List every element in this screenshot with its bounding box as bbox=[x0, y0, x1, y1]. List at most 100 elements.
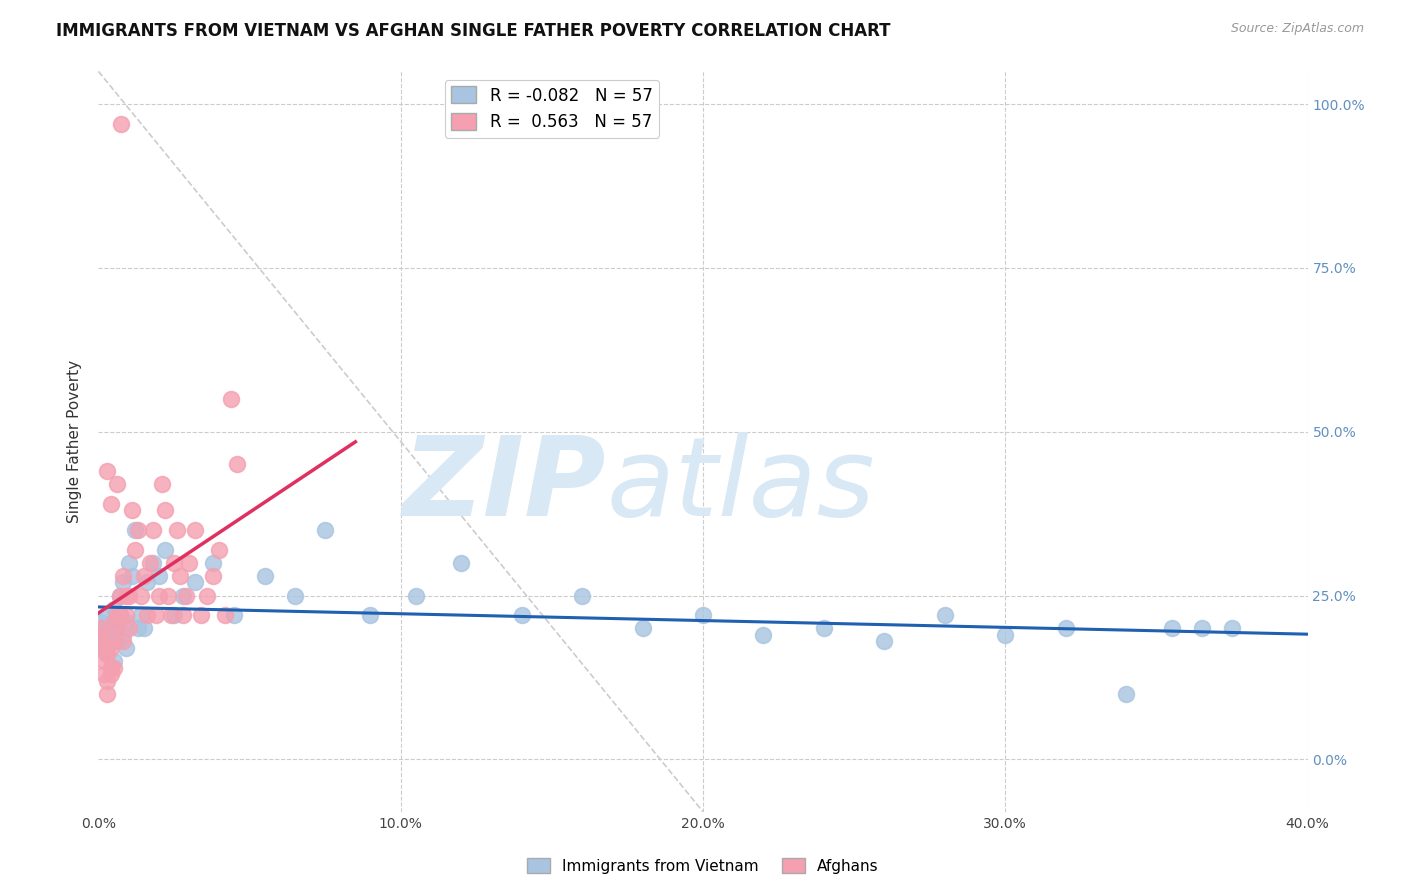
Point bbox=[114, 589, 136, 603]
Point bbox=[103, 654, 125, 668]
Point bbox=[96, 464, 118, 478]
Point bbox=[172, 608, 194, 623]
Point bbox=[100, 497, 122, 511]
Point bbox=[127, 621, 149, 635]
Point bbox=[160, 608, 183, 623]
Point bbox=[163, 556, 186, 570]
Point bbox=[179, 556, 201, 570]
Point bbox=[93, 640, 115, 655]
Point bbox=[93, 667, 115, 681]
Point bbox=[124, 523, 146, 537]
Point bbox=[934, 608, 956, 623]
Point bbox=[93, 621, 115, 635]
Point bbox=[156, 589, 179, 603]
Point bbox=[1191, 621, 1213, 635]
Point bbox=[108, 608, 131, 623]
Point bbox=[96, 648, 118, 662]
Point bbox=[105, 621, 128, 635]
Point bbox=[105, 621, 128, 635]
Point bbox=[118, 589, 141, 603]
Point bbox=[813, 621, 835, 635]
Point bbox=[103, 660, 125, 674]
Point bbox=[450, 556, 472, 570]
Point bbox=[103, 628, 125, 642]
Point bbox=[142, 523, 165, 537]
Point bbox=[284, 589, 307, 603]
Point bbox=[226, 458, 249, 472]
Point bbox=[202, 556, 225, 570]
Point bbox=[100, 640, 122, 655]
Point bbox=[96, 608, 118, 623]
Point bbox=[214, 608, 236, 623]
Point bbox=[148, 589, 170, 603]
Point bbox=[100, 621, 122, 635]
Point bbox=[100, 660, 122, 674]
Point bbox=[163, 608, 186, 623]
Point bbox=[221, 392, 243, 406]
Point bbox=[90, 634, 112, 648]
Point bbox=[100, 667, 122, 681]
Legend: R = -0.082   N = 57, R =  0.563   N = 57: R = -0.082 N = 57, R = 0.563 N = 57 bbox=[444, 79, 659, 137]
Point bbox=[172, 589, 194, 603]
Point bbox=[118, 556, 141, 570]
Point bbox=[108, 589, 131, 603]
Point bbox=[314, 523, 336, 537]
Point bbox=[994, 628, 1017, 642]
Point bbox=[111, 628, 134, 642]
Point bbox=[360, 608, 382, 623]
Point bbox=[139, 556, 162, 570]
Point bbox=[195, 589, 218, 603]
Point bbox=[208, 542, 231, 557]
Point bbox=[111, 634, 134, 648]
Point bbox=[96, 628, 118, 642]
Point bbox=[90, 628, 112, 642]
Point bbox=[752, 628, 775, 642]
Point bbox=[184, 523, 207, 537]
Point bbox=[166, 523, 188, 537]
Point bbox=[111, 575, 134, 590]
Point bbox=[114, 640, 136, 655]
Point bbox=[114, 608, 136, 623]
Point bbox=[91, 634, 114, 648]
Point bbox=[253, 569, 276, 583]
Point bbox=[1115, 687, 1137, 701]
Point bbox=[631, 621, 654, 635]
Point bbox=[118, 621, 141, 635]
Point bbox=[873, 634, 896, 648]
Text: ZIP: ZIP bbox=[402, 433, 606, 540]
Point bbox=[132, 569, 155, 583]
Point bbox=[111, 569, 134, 583]
Point bbox=[145, 608, 167, 623]
Point bbox=[114, 615, 136, 629]
Point bbox=[153, 503, 176, 517]
Point bbox=[108, 589, 131, 603]
Point bbox=[127, 523, 149, 537]
Point bbox=[169, 569, 191, 583]
Legend: Immigrants from Vietnam, Afghans: Immigrants from Vietnam, Afghans bbox=[522, 852, 884, 880]
Point bbox=[90, 628, 112, 642]
Point bbox=[174, 589, 197, 603]
Point bbox=[142, 556, 165, 570]
Point bbox=[96, 687, 118, 701]
Point bbox=[103, 615, 125, 629]
Text: IMMIGRANTS FROM VIETNAM VS AFGHAN SINGLE FATHER POVERTY CORRELATION CHART: IMMIGRANTS FROM VIETNAM VS AFGHAN SINGLE… bbox=[56, 22, 891, 40]
Point bbox=[202, 569, 225, 583]
Point bbox=[103, 634, 125, 648]
Point bbox=[121, 503, 143, 517]
Point bbox=[105, 477, 128, 491]
Point bbox=[105, 634, 128, 648]
Point bbox=[91, 640, 114, 655]
Point bbox=[135, 608, 157, 623]
Point bbox=[510, 608, 533, 623]
Point bbox=[184, 575, 207, 590]
Point bbox=[405, 589, 427, 603]
Point bbox=[1220, 621, 1243, 635]
Text: atlas: atlas bbox=[606, 433, 875, 540]
Point bbox=[150, 477, 173, 491]
Point bbox=[129, 608, 152, 623]
Point bbox=[96, 648, 118, 662]
Point bbox=[132, 621, 155, 635]
Point bbox=[103, 615, 125, 629]
Point bbox=[190, 608, 212, 623]
Point bbox=[129, 589, 152, 603]
